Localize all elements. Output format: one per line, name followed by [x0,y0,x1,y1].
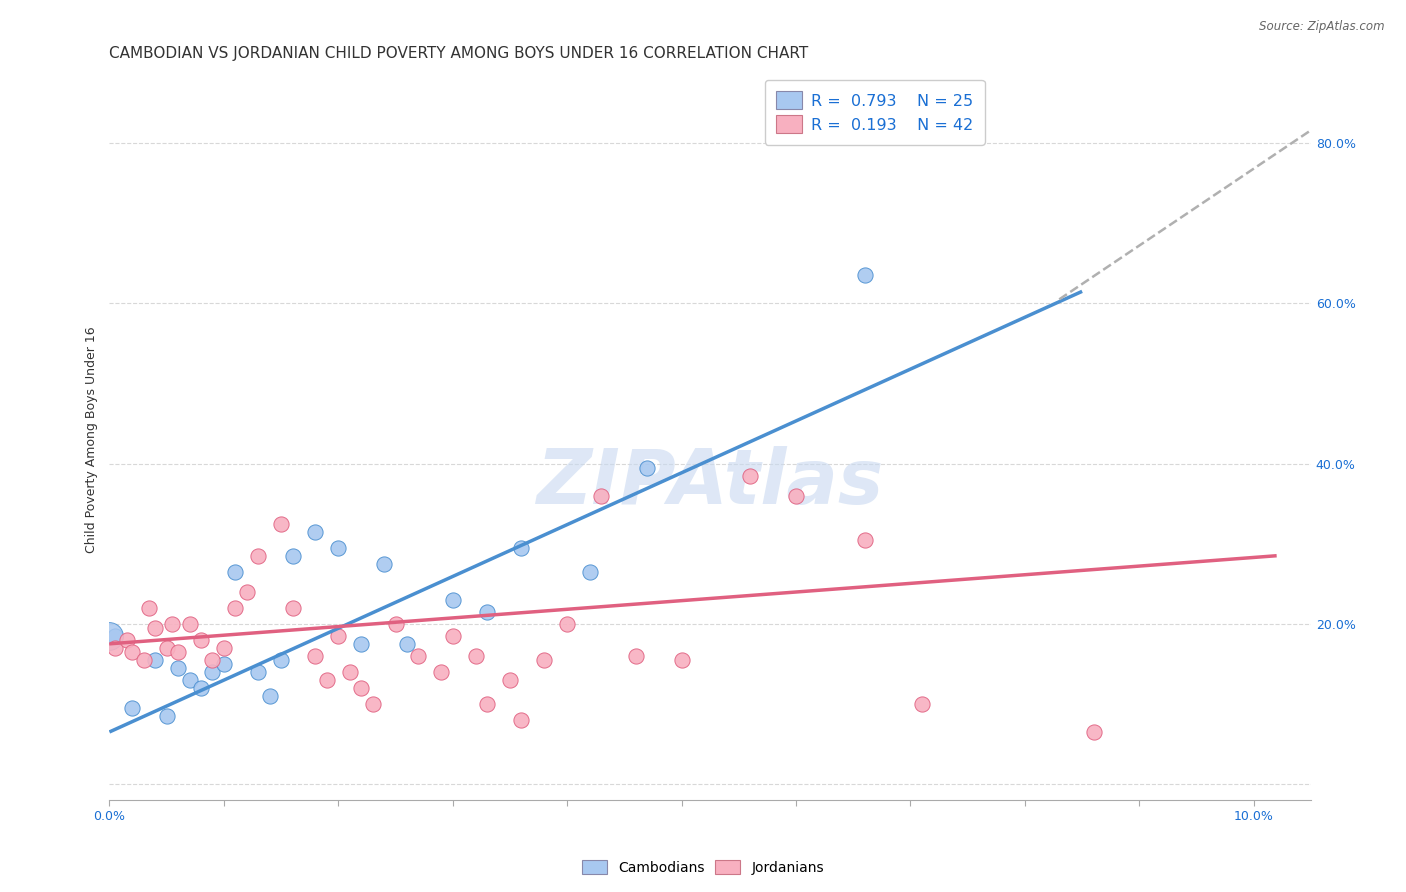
Point [115,632,138,647]
Point [224,565,246,579]
Point [201,653,224,667]
Point [624,648,647,663]
Point [315,673,337,687]
Point [350,681,373,695]
Point [121,701,143,715]
Point [224,600,246,615]
Point [384,616,406,631]
Point [247,549,270,563]
Text: Source: ZipAtlas.com: Source: ZipAtlas.com [1260,20,1385,33]
Point [281,600,304,615]
Point [1083,725,1105,739]
Point [533,653,555,667]
Point [350,637,373,651]
Point [270,653,292,667]
Point [510,541,533,555]
Point [339,665,361,679]
Point [579,565,602,579]
Point [190,632,212,647]
Point [475,697,498,711]
Point [212,640,235,655]
Point [259,689,281,703]
Point [247,665,270,679]
Point [441,629,464,643]
Point [143,621,166,635]
Point [441,592,464,607]
Point [143,653,166,667]
Point [591,489,613,503]
Point [190,681,212,695]
Point [156,640,179,655]
Point [270,516,292,531]
Point [785,489,807,503]
Point [853,533,876,547]
Point [555,616,578,631]
Point [121,645,143,659]
Point [281,549,304,563]
Point [853,268,876,283]
Point [162,616,184,631]
Point [510,713,533,727]
Point [430,665,453,679]
Text: ZIPAtlas: ZIPAtlas [537,446,884,520]
Point [179,673,201,687]
Point [408,648,430,663]
Point [636,460,658,475]
Point [328,629,350,643]
Point [304,524,326,539]
Point [167,661,190,675]
Point [475,605,498,619]
Point [235,584,257,599]
Point [132,653,155,667]
Point [671,653,693,667]
Point [167,645,190,659]
Legend: R =  0.793    N = 25, R =  0.193    N = 42: R = 0.793 N = 25, R = 0.193 N = 42 [765,79,984,145]
Point [911,697,934,711]
Point [304,648,326,663]
Point [104,629,127,643]
Point [373,557,395,571]
Point [740,468,762,483]
Legend: Cambodians, Jordanians: Cambodians, Jordanians [576,855,830,880]
Point [104,640,127,655]
Point [499,673,522,687]
Y-axis label: Child Poverty Among Boys Under 16: Child Poverty Among Boys Under 16 [86,326,98,553]
Point [395,637,418,651]
Point [361,697,384,711]
Point [328,541,350,555]
Point [138,600,160,615]
Point [98,629,121,643]
Point [201,665,224,679]
Point [212,657,235,671]
Text: CAMBODIAN VS JORDANIAN CHILD POVERTY AMONG BOYS UNDER 16 CORRELATION CHART: CAMBODIAN VS JORDANIAN CHILD POVERTY AMO… [110,46,808,62]
Point [156,709,179,723]
Point [464,648,486,663]
Point [179,616,201,631]
